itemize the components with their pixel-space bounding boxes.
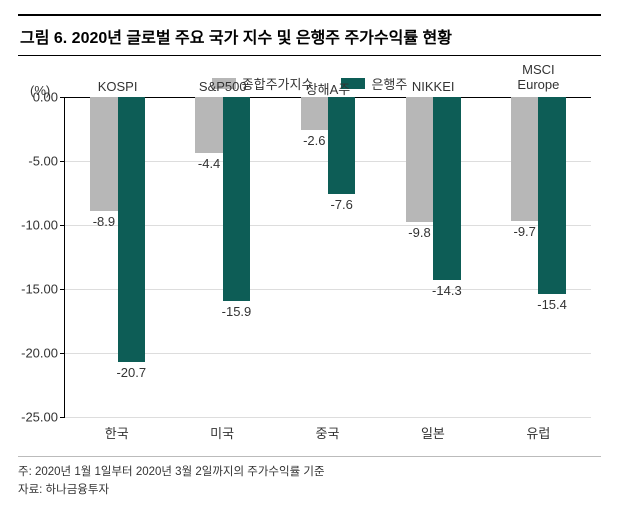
bar-value-label: -14.3 xyxy=(432,283,462,298)
bar-value-label: -9.7 xyxy=(514,224,536,239)
bar-group: 상해A주-2.6-7.6 xyxy=(275,97,380,417)
y-tick-label: 0.00 xyxy=(33,90,58,105)
bar-series1 xyxy=(511,97,538,221)
bar-group: KOSPI-8.9-20.7 xyxy=(65,97,170,417)
bar-series1 xyxy=(195,97,222,153)
group-top-label: S&P500 xyxy=(170,79,275,94)
footer: 주: 2020년 1월 1일부터 2020년 3월 2일까지의 주가수익률 기준… xyxy=(18,456,601,500)
y-tick-mark xyxy=(60,417,65,418)
bar-series1 xyxy=(406,97,433,222)
y-tick-label: -25.00 xyxy=(21,410,58,425)
chart: (%) 0.00-5.00-10.00-15.00-20.00-25.00 KO… xyxy=(64,97,591,417)
y-tick-label: -5.00 xyxy=(28,154,58,169)
group-top-label: NIKKEI xyxy=(381,79,486,94)
group-top-label: MSCIEurope xyxy=(486,63,591,93)
plot-area: KOSPI-8.9-20.7S&P500-4.4-15.9상해A주-2.6-7.… xyxy=(64,97,591,417)
bar-value-label: -15.4 xyxy=(537,297,567,312)
y-axis: 0.00-5.00-10.00-15.00-20.00-25.00 xyxy=(18,97,64,417)
y-tick-label: -10.00 xyxy=(21,218,58,233)
x-axis-label: 유럽 xyxy=(486,423,591,442)
bar-series1 xyxy=(301,97,328,130)
y-tick-label: -20.00 xyxy=(21,346,58,361)
group-top-label: KOSPI xyxy=(65,79,170,94)
bar-group: S&P500-4.4-15.9 xyxy=(170,97,275,417)
bar-group: MSCIEurope-9.7-15.4 xyxy=(486,97,591,417)
bar-series2 xyxy=(538,97,565,294)
x-axis-label: 일본 xyxy=(380,423,485,442)
gridline xyxy=(65,417,591,418)
x-axis-label: 중국 xyxy=(275,423,380,442)
bar-series2 xyxy=(328,97,355,194)
bar-value-label: -4.4 xyxy=(198,156,220,171)
group-top-label: 상해A주 xyxy=(275,79,380,98)
title-bar: 그림 6. 2020년 글로벌 주요 국가 지수 및 은행주 주가수익률 현황 xyxy=(18,14,601,56)
y-tick-label: -15.00 xyxy=(21,282,58,297)
footnote-1: 주: 2020년 1월 1일부터 2020년 3월 2일까지의 주가수익률 기준 xyxy=(18,463,601,481)
bar-series2 xyxy=(223,97,250,301)
bar-value-label: -15.9 xyxy=(222,304,252,319)
x-axis-label: 한국 xyxy=(64,423,169,442)
chart-title: 그림 6. 2020년 글로벌 주요 국가 지수 및 은행주 주가수익률 현황 xyxy=(20,24,601,48)
x-axis-labels: 한국미국중국일본유럽 xyxy=(64,423,591,442)
bar-series1 xyxy=(90,97,117,211)
bar-value-label: -2.6 xyxy=(303,133,325,148)
bar-group: NIKKEI-9.8-14.3 xyxy=(381,97,486,417)
bar-value-label: -7.6 xyxy=(330,197,352,212)
bar-value-label: -8.9 xyxy=(93,214,115,229)
footnote-2: 자료: 하나금융투자 xyxy=(18,481,601,499)
bar-series2 xyxy=(433,97,460,280)
bar-value-label: -9.8 xyxy=(408,225,430,240)
x-axis-label: 미국 xyxy=(169,423,274,442)
bar-series2 xyxy=(118,97,145,362)
bar-value-label: -20.7 xyxy=(116,365,146,380)
